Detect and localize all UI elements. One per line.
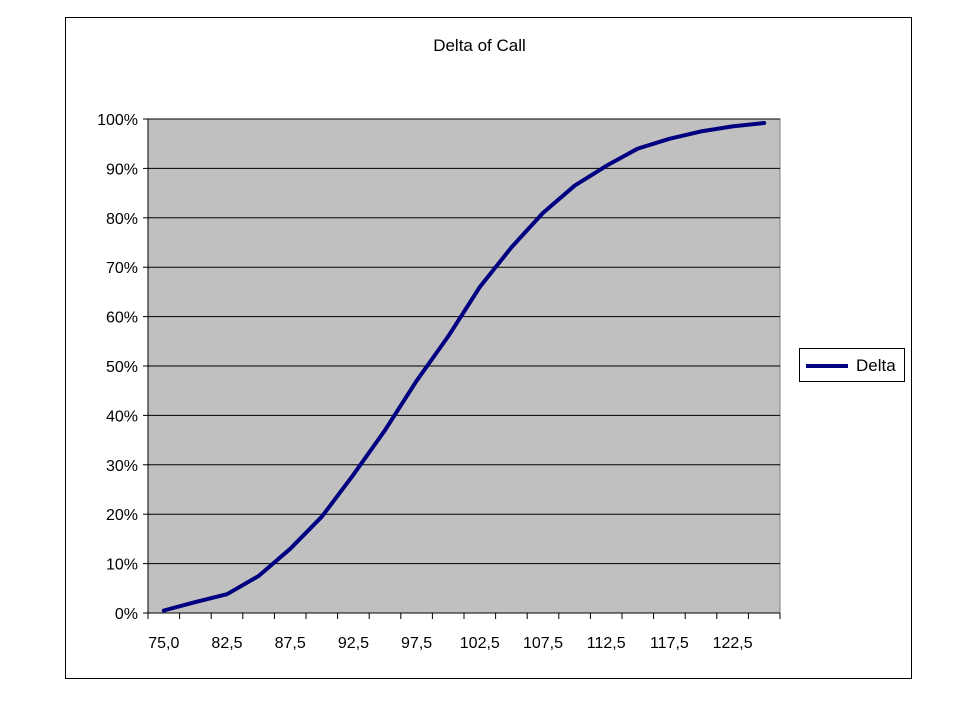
y-tick-label: 90% bbox=[106, 161, 138, 178]
y-tick-label: 10% bbox=[106, 557, 138, 574]
y-tick-label: 60% bbox=[106, 310, 138, 327]
x-tick-label: 117,5 bbox=[650, 635, 689, 652]
gridlines bbox=[148, 118, 780, 565]
y-tick-label: 100% bbox=[97, 112, 138, 129]
y-tick-label: 40% bbox=[106, 408, 138, 425]
y-tick-label: 30% bbox=[106, 458, 138, 475]
series-line-delta bbox=[161, 121, 767, 613]
y-tick-label: 0% bbox=[115, 606, 138, 623]
y-tick-label: 20% bbox=[106, 507, 138, 524]
legend: Delta bbox=[799, 348, 905, 382]
legend-swatch-delta bbox=[806, 364, 848, 368]
x-tick-label: 97,5 bbox=[401, 635, 432, 652]
series-layer bbox=[161, 121, 767, 613]
y-tick-label: 70% bbox=[106, 260, 138, 277]
chart-title: Delta of Call bbox=[433, 36, 526, 55]
x-tick-label: 122,5 bbox=[713, 635, 753, 652]
x-tick-label: 87,5 bbox=[275, 635, 306, 652]
y-tick-label: 50% bbox=[106, 359, 138, 376]
x-tick-label: 75,0 bbox=[148, 635, 179, 652]
x-tick-label: 107,5 bbox=[523, 635, 563, 652]
y-tick-label: 80% bbox=[106, 211, 138, 228]
x-tick-label: 82,5 bbox=[211, 635, 242, 652]
x-tick-label: 102,5 bbox=[460, 635, 500, 652]
axes: 0% 10% 20% 30% 40% 50% 60% 70% 80% 90% 100% 75,0 82,… bbox=[97, 112, 781, 652]
x-tick-label: 92,5 bbox=[338, 635, 369, 652]
legend-label-delta: Delta bbox=[856, 356, 896, 375]
x-tick-label: 112,5 bbox=[587, 635, 626, 652]
